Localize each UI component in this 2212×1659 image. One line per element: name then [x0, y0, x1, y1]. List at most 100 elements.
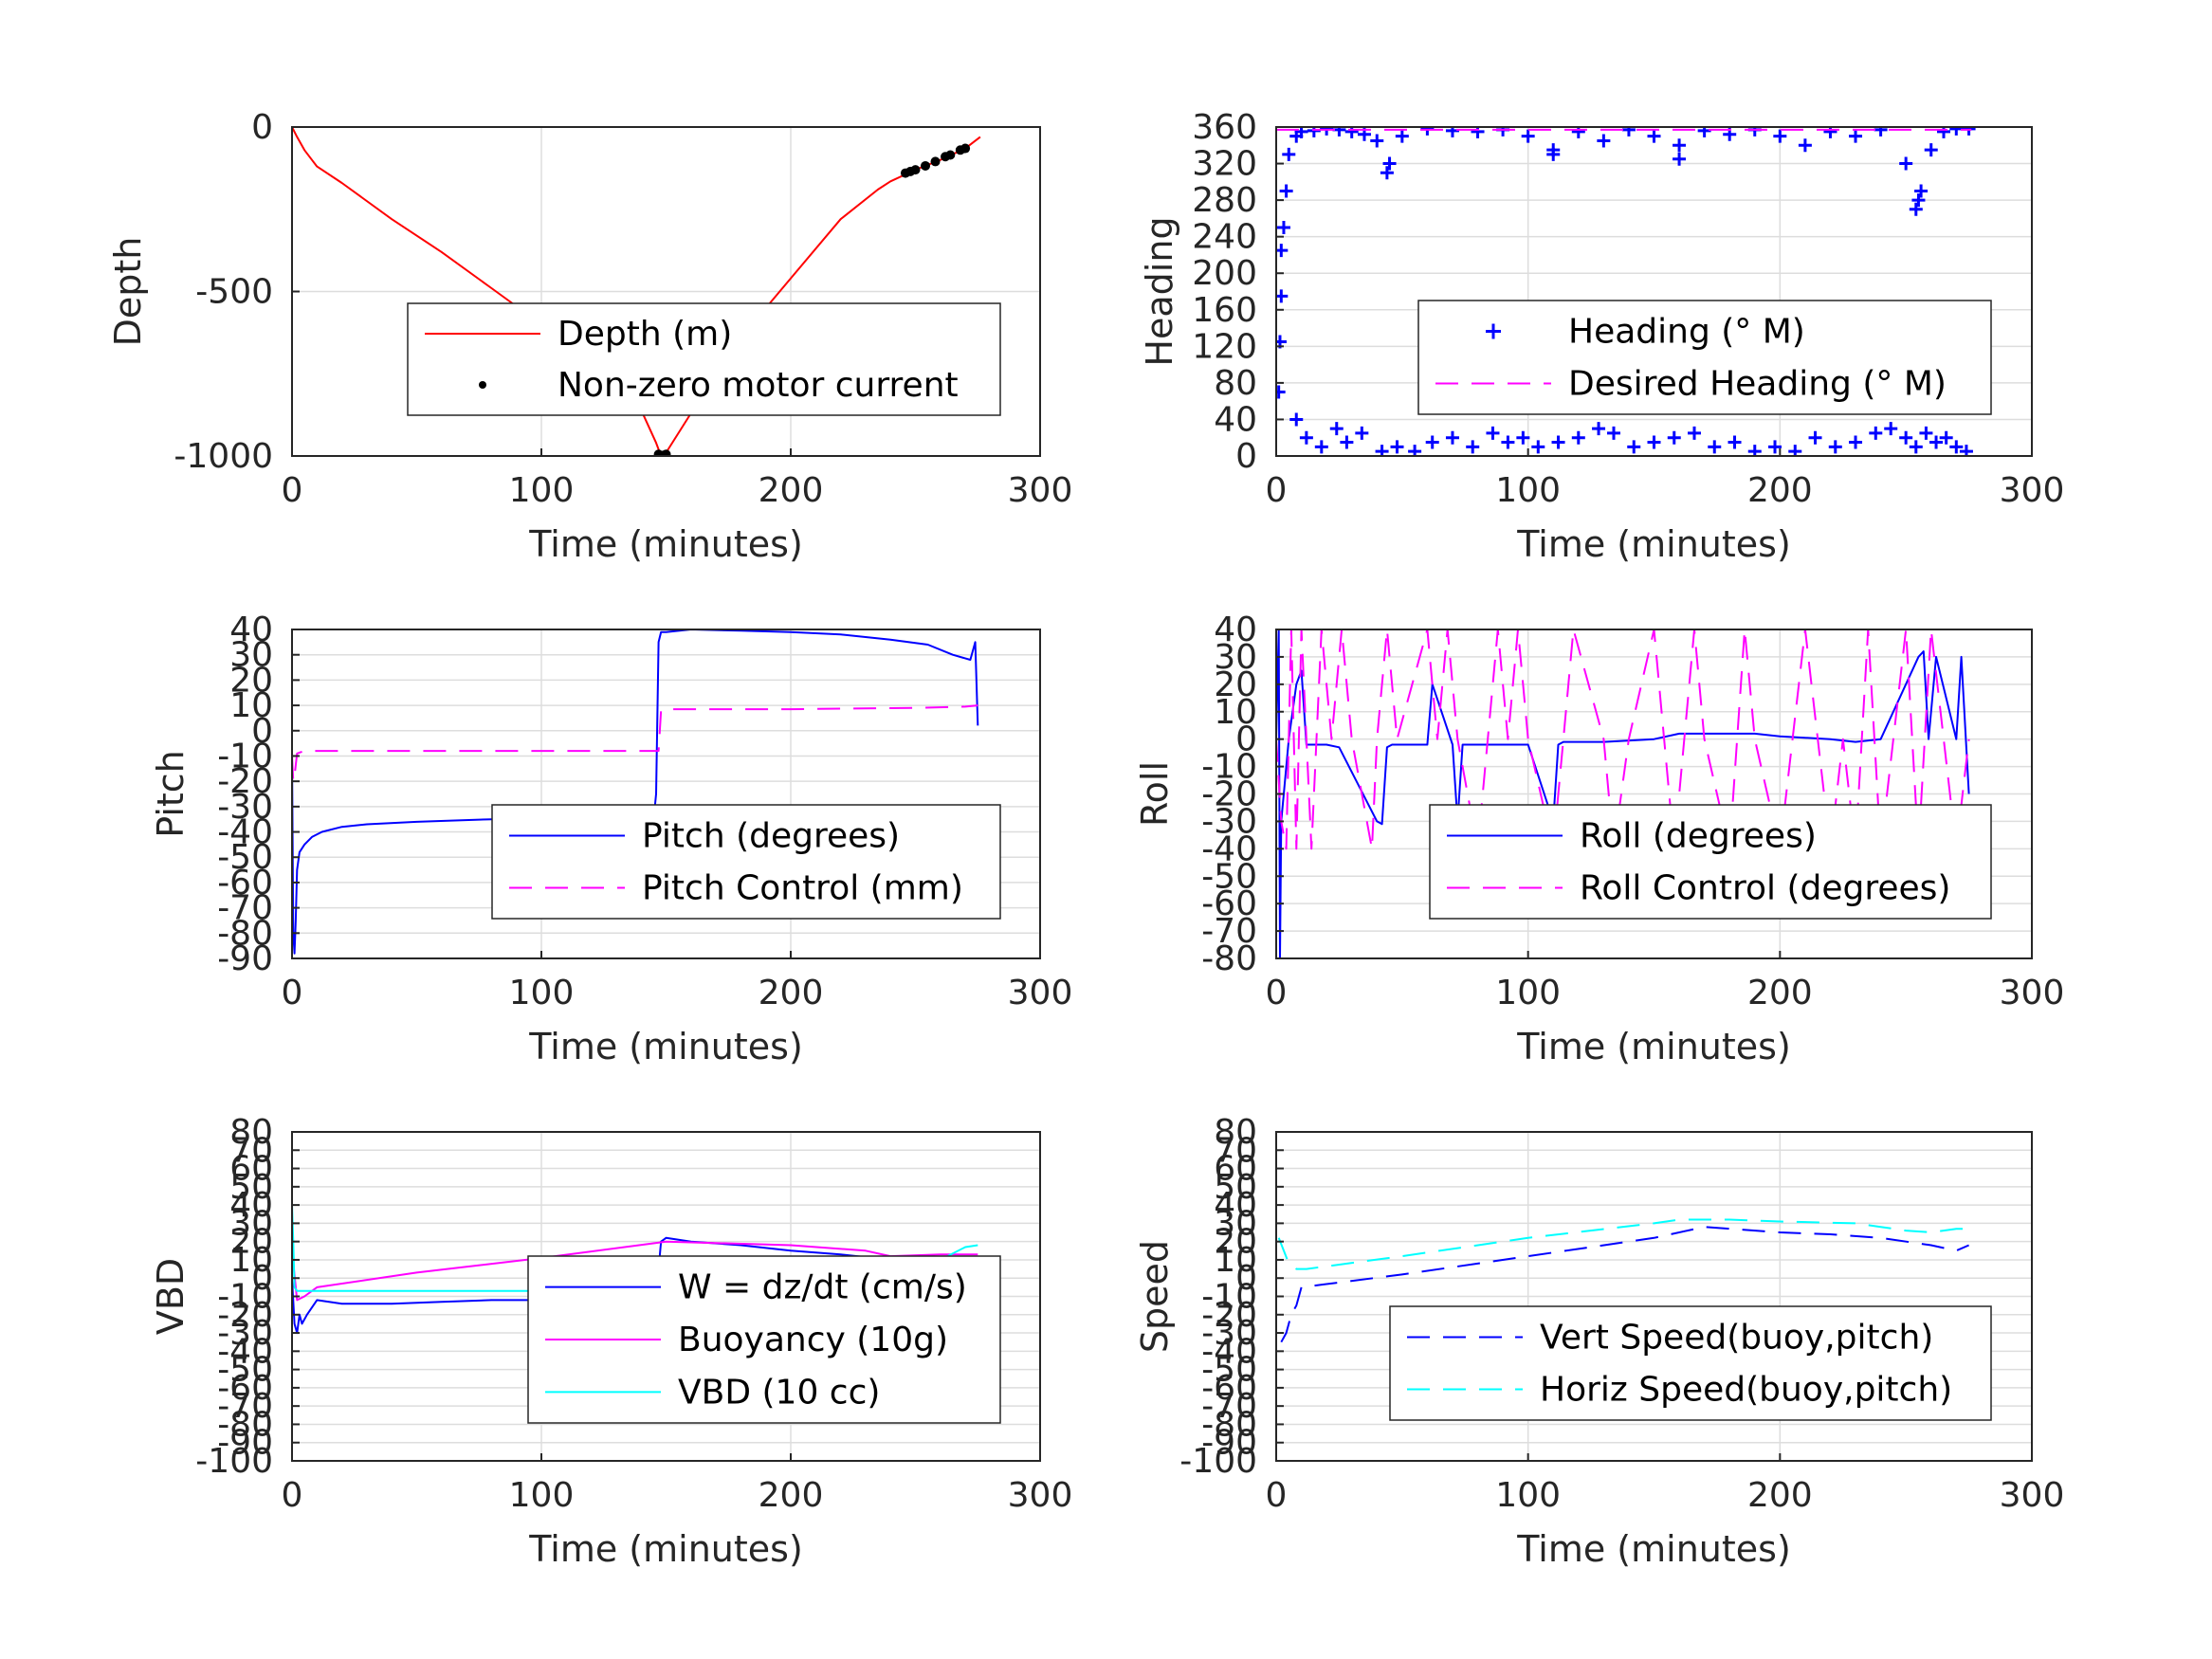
y-tick-label: -80 — [217, 1405, 273, 1444]
y-tick-label: 240 — [1192, 218, 1257, 257]
y-tick-label: 280 — [1192, 181, 1257, 220]
y-tick-label: -10 — [217, 737, 273, 775]
y-tick-label: -50 — [1201, 857, 1257, 896]
heading-point — [1382, 156, 1397, 171]
x-tick-label: 300 — [2000, 471, 2065, 510]
plot-data-roll — [1276, 629, 1970, 958]
heading-point — [1728, 435, 1742, 449]
y-axis-label: Depth — [107, 237, 149, 347]
legend: Heading (° M) Desired Heading (° M) — [1417, 300, 1992, 415]
heading-point — [1597, 134, 1611, 148]
heading-point — [1884, 422, 1898, 436]
y-axis-label: Roll — [1134, 761, 1176, 827]
y-tick-label: 50 — [1214, 1168, 1257, 1207]
x-tick-label: 300 — [1008, 471, 1073, 510]
y-tick-label: 120 — [1192, 327, 1257, 366]
y-tick-label: 70 — [1214, 1131, 1257, 1170]
x-tick-label: 0 — [282, 471, 303, 510]
x-tick-label: 200 — [1747, 471, 1813, 510]
y-tick-label: 10 — [229, 1241, 273, 1280]
series-line-depth-0 — [292, 127, 981, 456]
legend-box — [1429, 804, 1992, 920]
y-tick-label: 200 — [1192, 254, 1257, 293]
y-tick-label: -50 — [217, 838, 273, 877]
y-tick-label: 40 — [1214, 1186, 1257, 1225]
legend-label: W = dz/dt (cm/s) — [678, 1268, 967, 1307]
heading-point — [1949, 440, 1964, 454]
y-tick-label: -40 — [1201, 830, 1257, 868]
y-tick-label: 0 — [251, 1259, 273, 1298]
y-tick-label: -30 — [217, 1314, 273, 1353]
y-tick-label: 30 — [229, 1204, 273, 1243]
heading-point — [1929, 435, 1944, 449]
x-tick-label: 0 — [282, 974, 303, 1012]
legend-label: Buoyancy (10g) — [678, 1321, 948, 1359]
chart-pitch: 0 100 200 300-90-80-70-60-50-40-30-20-10010… — [150, 611, 1072, 1067]
y-tick-label: -500 — [195, 273, 273, 312]
y-tick-label: -10 — [1201, 748, 1257, 787]
y-tick-label: -20 — [1201, 775, 1257, 814]
y-tick-label: -70 — [1201, 1387, 1257, 1426]
legend-label: Vert Speed(buoy,pitch) — [1540, 1319, 1933, 1358]
y-tick-label: -60 — [1201, 884, 1257, 923]
series-line-roll-1 — [1276, 629, 1970, 850]
legend-box — [407, 302, 1001, 416]
heading-point — [1874, 127, 1888, 137]
legend: W = dz/dt (cm/s) Buoyancy (10g) VBD (10 cc… — [527, 1255, 1001, 1424]
x-tick-label: 100 — [1495, 974, 1561, 1012]
x-tick-label: 200 — [759, 1476, 824, 1515]
y-tick-label: -40 — [217, 813, 273, 852]
legend-label: VBD (10 cc) — [678, 1373, 880, 1412]
x-tick-label: 100 — [509, 1476, 575, 1515]
x-tick-label: 200 — [1747, 1476, 1813, 1515]
series-line-roll-0 — [1276, 629, 1970, 958]
heading-point — [1551, 435, 1565, 449]
heading-point — [1571, 430, 1585, 445]
heading-point — [1647, 129, 1661, 143]
y-tick-label: 30 — [229, 636, 273, 675]
legend-box — [1389, 1305, 1992, 1421]
y-tick-label: 70 — [229, 1131, 273, 1170]
heading-point — [1919, 426, 1933, 440]
heading-point — [1647, 435, 1661, 449]
heading-point — [1627, 440, 1641, 454]
heading-point — [1939, 430, 1953, 445]
y-axis-label: Heading — [1139, 216, 1180, 366]
heading-point — [1355, 426, 1369, 440]
chart-speed: 0 100 200 300-100-90-80-70-60-50-40-30-20-1… — [1134, 1113, 2064, 1570]
y-tick-label: 10 — [1214, 1241, 1257, 1280]
heading-point — [1828, 440, 1842, 454]
heading-point — [1688, 426, 1702, 440]
plot-data-speed — [1277, 1218, 1969, 1343]
heading-point — [1849, 129, 1863, 143]
y-tick-label: 10 — [1214, 693, 1257, 732]
y-tick-label: 30 — [1214, 1204, 1257, 1243]
heading-point — [1798, 138, 1812, 153]
motor-current-point — [945, 150, 956, 160]
y-tick-label: 0 — [1235, 720, 1257, 759]
heading-point — [1869, 426, 1883, 440]
legend-label: Heading (° M) — [1568, 313, 1805, 352]
axes-box — [291, 629, 1041, 959]
chart-roll: 0 100 200 300-80-70-60-50-40-30-20-10010203… — [1134, 611, 2064, 1067]
x-tick-label: 0 — [282, 1476, 303, 1515]
x-tick-label: 0 — [1266, 1476, 1288, 1515]
heading-point — [1380, 166, 1394, 180]
y-axis-label: VBD — [150, 1258, 192, 1335]
chart-depth: 0 100 200 300 -1000 -500 0 Time (minutes) Depth D… — [107, 108, 1072, 565]
y-tick-label: -30 — [1201, 802, 1257, 841]
y-tick-label: -100 — [1179, 1442, 1257, 1481]
series-line-speed-1 — [1277, 1218, 1969, 1270]
x-axis-label: Time (minutes) — [1516, 1528, 1791, 1570]
heading-point — [1329, 422, 1344, 436]
heading-point — [1909, 202, 1923, 216]
y-tick-label: -10 — [1201, 1278, 1257, 1317]
y-tick-label: 20 — [1214, 1223, 1257, 1262]
legend-label: Pitch (degrees) — [642, 817, 900, 856]
x-tick-label: 300 — [1008, 1476, 1073, 1515]
y-tick-label: -100 — [195, 1442, 273, 1481]
x-tick-label: 300 — [2000, 1476, 2065, 1515]
legend: Pitch (degrees) Pitch Control (mm) — [491, 804, 1001, 920]
y-tick-label: 80 — [1214, 364, 1257, 403]
y-tick-label: -50 — [1201, 1351, 1257, 1390]
